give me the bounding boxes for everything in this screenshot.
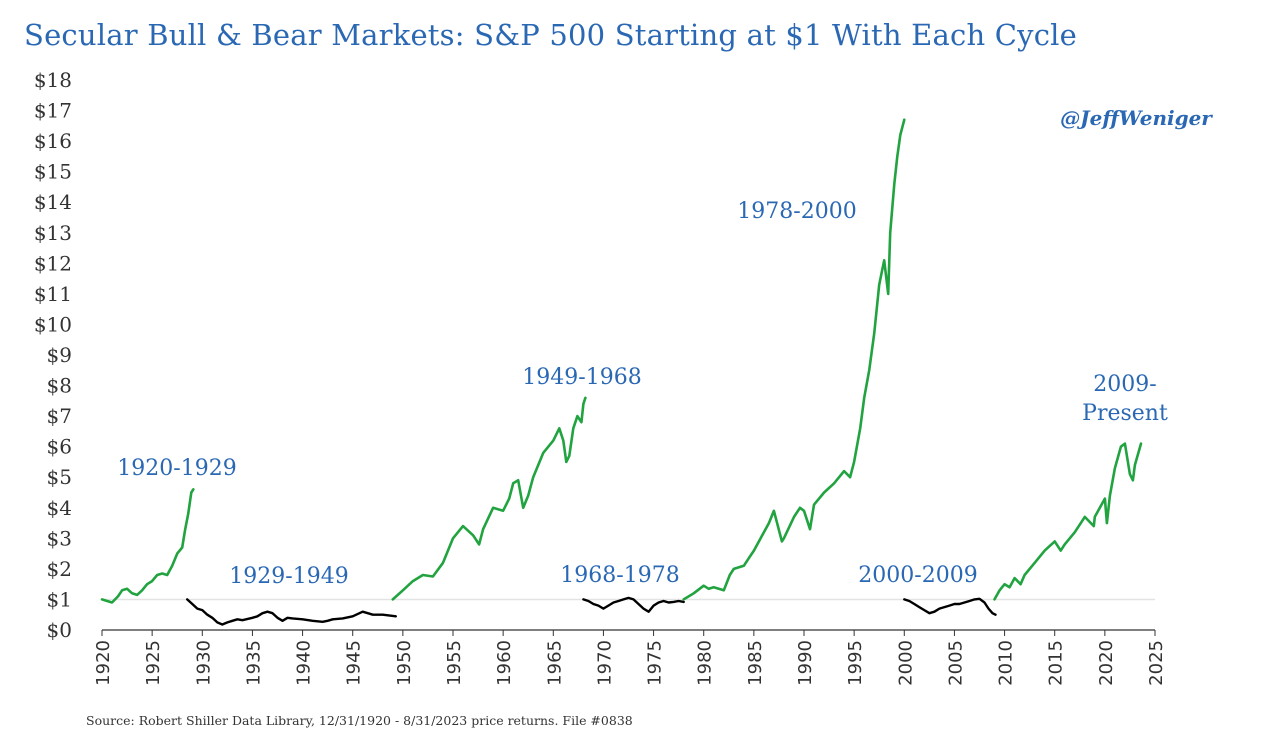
cycle-labels: 1920-1929 1929-1949 1949-1968 1968-1978 1978… xyxy=(117,199,1168,589)
x-tick-label: 1925 xyxy=(143,640,164,686)
x-tick-label: 1985 xyxy=(745,640,766,686)
y-tick-label: $18 xyxy=(34,68,72,92)
y-tick-label: $4 xyxy=(47,496,72,520)
x-tick-label: 1930 xyxy=(193,640,214,686)
y-tick-label: $7 xyxy=(47,404,72,428)
cycle-label: 1949-1968 xyxy=(522,365,641,390)
x-tick-label: 1965 xyxy=(544,640,565,686)
x-tick-label: 1950 xyxy=(394,640,415,686)
y-tick-label: $3 xyxy=(47,526,72,550)
y-tick-label: $0 xyxy=(47,618,72,642)
series-line-1978-2000 xyxy=(682,118,906,601)
y-tick-label: $17 xyxy=(34,99,72,123)
series-line-1929-1949 xyxy=(186,598,397,626)
series-lines xyxy=(100,118,1143,626)
x-tick-label: 1920 xyxy=(93,640,114,686)
x-tick-label: 2010 xyxy=(996,640,1017,686)
cycle-label: 1929-1949 xyxy=(229,564,348,589)
x-tick-label: 2025 xyxy=(1146,640,1167,686)
y-tick-label: $16 xyxy=(34,129,72,153)
series-line-1949-1968 xyxy=(391,396,587,601)
x-tick-label: 2005 xyxy=(945,640,966,686)
cycle-label: 2000-2009 xyxy=(858,563,977,588)
x-tick-label: 1940 xyxy=(294,640,315,686)
y-tick-label: $9 xyxy=(47,343,72,367)
y-tick-label: $1 xyxy=(47,587,72,611)
x-tick-label: 1995 xyxy=(845,640,866,686)
x-tick-label: 1935 xyxy=(243,640,264,686)
cycle-label: 1920-1929 xyxy=(117,456,236,481)
y-tick-label: $10 xyxy=(34,312,72,336)
chart-title: Secular Bull & Bear Markets: S&P 500 Sta… xyxy=(24,18,1078,52)
series-line-2009-present xyxy=(993,442,1143,601)
source-note: Source: Robert Shiller Data Library, 12/… xyxy=(86,713,633,728)
x-tick-label: 2000 xyxy=(895,640,916,686)
x-axis-ticks: 1920 1925 1930 1935 1940 1945 1950 1955 1960 1965… xyxy=(93,630,1167,686)
series-line-2000-2009 xyxy=(903,597,997,616)
y-tick-label: $11 xyxy=(34,282,72,306)
x-tick-label: 1980 xyxy=(695,640,716,686)
y-tick-label: $8 xyxy=(47,374,72,398)
x-tick-label: 1990 xyxy=(795,640,816,686)
y-tick-label: $2 xyxy=(47,557,72,581)
x-tick-label: 1970 xyxy=(594,640,615,686)
y-tick-label: $13 xyxy=(34,221,72,245)
author-handle: @JeffWeniger xyxy=(1060,106,1213,130)
x-tick-label: 1955 xyxy=(444,640,465,686)
series-line-1920-1929 xyxy=(100,488,195,604)
x-tick-label: 1975 xyxy=(645,640,666,686)
cycle-label: 1968-1978 xyxy=(560,563,679,588)
x-tick-label: 2015 xyxy=(1046,640,1067,686)
x-tick-label: 1960 xyxy=(494,640,515,686)
cycle-label: 1978-2000 xyxy=(737,199,856,224)
y-tick-label: $15 xyxy=(34,160,72,184)
y-tick-label: $6 xyxy=(47,435,72,459)
cycle-label: 2009-Present xyxy=(1082,372,1168,426)
series-line-1968-1978 xyxy=(582,596,685,613)
y-tick-label: $12 xyxy=(34,251,72,275)
x-tick-label: 2020 xyxy=(1096,640,1117,686)
y-tick-label: $14 xyxy=(34,190,72,214)
y-axis-ticks: $0 $1 $2 $3 $4 $5 $6 $7 $8 $9 $10 $11 $12 $13 $14 $15 $1… xyxy=(34,68,72,642)
x-tick-label: 1945 xyxy=(344,640,365,686)
y-tick-label: $5 xyxy=(47,465,72,489)
